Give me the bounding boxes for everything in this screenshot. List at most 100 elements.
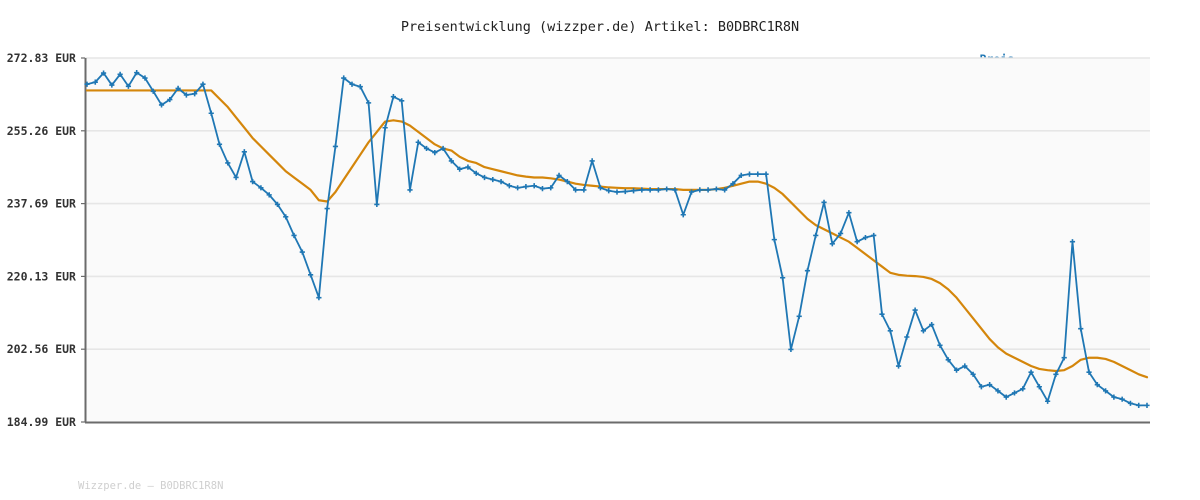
data-point-marker bbox=[945, 357, 951, 363]
data-point-marker bbox=[158, 102, 165, 108]
data-point-marker bbox=[515, 185, 521, 191]
data-point-marker bbox=[730, 181, 736, 187]
data-point-marker bbox=[680, 212, 686, 218]
data-point-marker bbox=[1045, 398, 1051, 404]
data-point-marker bbox=[722, 187, 728, 193]
data-point-marker bbox=[556, 172, 562, 178]
data-point-marker bbox=[423, 145, 430, 152]
data-point-marker bbox=[771, 237, 777, 243]
data-point-marker bbox=[481, 174, 488, 181]
data-point-marker bbox=[365, 100, 372, 106]
data-point-marker bbox=[672, 187, 678, 193]
data-point-marker bbox=[266, 192, 272, 198]
data-point-marker bbox=[746, 171, 753, 177]
data-point-marker bbox=[1111, 394, 1117, 400]
data-point-marker bbox=[639, 187, 645, 193]
data-point-marker bbox=[995, 388, 1001, 394]
data-point-marker bbox=[606, 188, 612, 194]
data-point-marker bbox=[614, 189, 620, 195]
data-point-marker bbox=[432, 150, 438, 156]
data-point-marker bbox=[920, 328, 927, 334]
data-point-marker bbox=[407, 187, 413, 193]
data-point-marker bbox=[192, 91, 198, 97]
data-point-marker bbox=[895, 363, 902, 369]
data-point-marker bbox=[200, 81, 206, 87]
data-point-marker bbox=[457, 166, 463, 172]
data-point-marker bbox=[879, 311, 885, 317]
data-point-marker bbox=[1086, 369, 1092, 375]
data-point-marker bbox=[572, 187, 579, 193]
data-point-marker bbox=[307, 272, 314, 278]
data-point-marker bbox=[465, 164, 471, 170]
data-point-marker bbox=[688, 189, 695, 195]
data-point-marker bbox=[1102, 388, 1109, 394]
data-point-marker bbox=[498, 179, 504, 185]
data-point-marker bbox=[539, 186, 546, 192]
data-point-marker bbox=[837, 230, 844, 237]
data-point-marker bbox=[225, 160, 231, 166]
data-point-marker bbox=[473, 170, 479, 176]
y-tick-label: 184.99 EUR bbox=[7, 415, 76, 429]
data-point-marker bbox=[341, 75, 347, 81]
data-point-marker bbox=[738, 172, 744, 178]
data-point-marker bbox=[780, 275, 786, 281]
data-point-marker bbox=[887, 328, 893, 334]
plot-background bbox=[85, 58, 1150, 422]
data-point-marker bbox=[1127, 400, 1134, 406]
data-point-marker bbox=[357, 84, 363, 90]
data-point-marker bbox=[374, 201, 380, 207]
data-point-marker bbox=[1069, 239, 1076, 245]
data-point-marker bbox=[962, 363, 968, 369]
data-point-marker bbox=[647, 187, 653, 193]
y-tick-label: 237.69 EUR bbox=[7, 197, 76, 211]
data-point-marker bbox=[274, 201, 281, 207]
data-point-marker bbox=[871, 232, 877, 239]
data-point-marker bbox=[713, 186, 719, 192]
price-series-markers bbox=[84, 70, 1150, 408]
data-point-marker bbox=[929, 321, 935, 328]
y-tick-label: 272.83 EUR bbox=[7, 51, 76, 65]
data-point-marker bbox=[415, 139, 421, 145]
data-point-marker bbox=[788, 346, 794, 353]
data-point-marker bbox=[440, 145, 446, 152]
data-point-marker bbox=[324, 205, 330, 212]
data-point-marker bbox=[978, 384, 984, 390]
data-point-marker bbox=[233, 174, 239, 181]
data-point-marker bbox=[589, 158, 595, 164]
y-tick-label: 220.13 EUR bbox=[7, 269, 76, 283]
data-point-marker bbox=[987, 382, 993, 388]
data-point-marker bbox=[970, 371, 976, 377]
y-tick-label: 202.56 EUR bbox=[7, 342, 76, 356]
data-point-marker bbox=[953, 367, 960, 373]
data-point-marker bbox=[937, 342, 943, 348]
data-point-marker bbox=[291, 232, 297, 239]
data-point-marker bbox=[208, 110, 214, 116]
data-point-marker bbox=[523, 183, 529, 190]
data-point-marker bbox=[1094, 382, 1100, 388]
data-point-marker bbox=[846, 210, 852, 216]
data-point-marker bbox=[399, 98, 405, 104]
data-point-marker bbox=[1020, 386, 1026, 392]
data-point-marker bbox=[142, 75, 148, 81]
data-point-marker bbox=[1119, 396, 1125, 402]
data-point-marker bbox=[796, 313, 802, 319]
data-point-marker bbox=[697, 187, 703, 193]
data-point-marker bbox=[912, 307, 918, 313]
data-point-marker bbox=[564, 179, 570, 185]
data-point-marker bbox=[150, 88, 156, 94]
data-point-marker bbox=[548, 185, 554, 191]
data-point-marker bbox=[216, 141, 223, 147]
data-point-marker bbox=[622, 188, 628, 195]
data-point-marker bbox=[382, 125, 388, 131]
data-point-marker bbox=[829, 241, 835, 247]
data-point-marker bbox=[316, 295, 322, 301]
data-point-marker bbox=[175, 85, 181, 91]
data-point-marker bbox=[804, 268, 811, 274]
data-point-marker bbox=[1053, 371, 1059, 377]
data-point-marker bbox=[904, 334, 910, 340]
data-point-marker bbox=[655, 187, 662, 193]
data-point-marker bbox=[448, 158, 454, 164]
data-point-marker bbox=[664, 186, 670, 192]
